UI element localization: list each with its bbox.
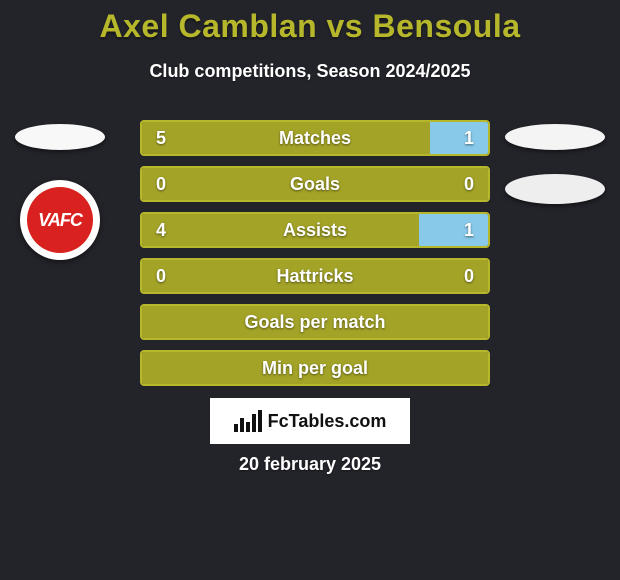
stat-bar-label: Hattricks [142, 260, 488, 292]
stat-bar-left-val: 5 [156, 122, 166, 154]
placeholder-oval [505, 174, 605, 204]
stat-bar-left-val: 0 [156, 168, 166, 200]
stat-bar-right-val: 1 [464, 122, 474, 154]
footer-text: FcTables.com [268, 411, 387, 432]
stat-bar-left-val: 0 [156, 260, 166, 292]
stat-bar-right-val: 1 [464, 214, 474, 246]
club-logo-text: VAFC [38, 210, 82, 231]
stat-bar-right-val: 0 [464, 168, 474, 200]
barchart-icon-bar [240, 418, 244, 432]
stat-bar-label: Matches [142, 122, 488, 154]
barchart-icon-bar [258, 410, 262, 432]
stat-bar: Goals0 0 [140, 166, 490, 202]
date-label: 20 february 2025 [0, 454, 620, 475]
club-logo-inner: VAFC [27, 187, 93, 253]
placeholder-oval [15, 124, 105, 150]
barchart-icon-bar [234, 424, 238, 432]
stat-bar-label: Goals per match [142, 306, 488, 338]
stat-bar-label: Assists [142, 214, 488, 246]
stat-bar-label: Goals [142, 168, 488, 200]
stat-bar: Min per goal [140, 350, 490, 386]
footer-dotcom: .com [344, 411, 386, 431]
club-logo: VAFC [20, 180, 100, 260]
page-subtitle: Club competitions, Season 2024/2025 [0, 61, 620, 82]
stat-bar: Assists4 1 [140, 212, 490, 248]
page-title: Axel Camblan vs Bensoula [0, 0, 620, 45]
barchart-icon [234, 410, 262, 432]
barchart-icon-bar [246, 422, 250, 432]
placeholder-oval [505, 124, 605, 150]
barchart-icon-bar [252, 414, 256, 432]
footer-fc: Fc [268, 411, 289, 431]
stat-bar: Hattricks0 0 [140, 258, 490, 294]
stat-bar: Matches5 1 [140, 120, 490, 156]
stat-bar-right-val: 0 [464, 260, 474, 292]
footer-logo: FcTables.com [210, 398, 410, 444]
footer-tables: Tables [289, 411, 345, 431]
stat-bar: Goals per match [140, 304, 490, 340]
stat-bar-left-val: 4 [156, 214, 166, 246]
stat-bar-label: Min per goal [142, 352, 488, 384]
comparison-bars: Matches51Goals00Assists41Hattricks00Goal… [140, 120, 490, 396]
